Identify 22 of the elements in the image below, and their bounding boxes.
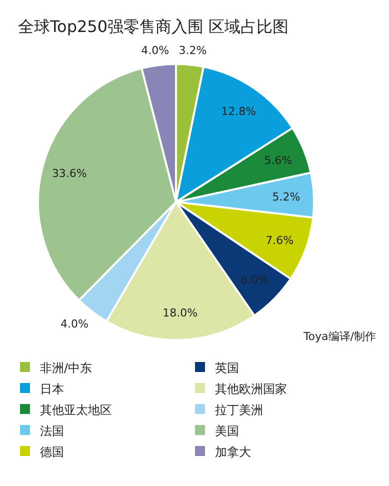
data-label: 33.6% bbox=[52, 167, 87, 180]
data-label: 18.0% bbox=[162, 306, 198, 320]
data-label: 4.0% bbox=[141, 44, 170, 58]
legend-label: 日本 bbox=[40, 382, 64, 396]
data-label: 7.6% bbox=[266, 234, 294, 248]
data-label: 12.8% bbox=[221, 105, 256, 118]
data-label: 5.2% bbox=[272, 190, 300, 204]
legend-label: 其他亚太地区 bbox=[40, 403, 112, 417]
legend-label: 非洲/中东 bbox=[40, 361, 92, 375]
chart-title: 全球Top250强零售商入围 区域占比图 bbox=[18, 17, 289, 36]
data-label: 4.0% bbox=[60, 317, 88, 330]
data-label: 5.6% bbox=[264, 154, 292, 168]
legend-label: 德国 bbox=[40, 445, 64, 459]
data-label: 6.0% bbox=[240, 274, 269, 287]
text: Toya编译/制作 bbox=[302, 330, 376, 343]
legend-label: 美国 bbox=[215, 424, 239, 438]
legend-label: 法国 bbox=[40, 424, 64, 438]
data-label: 3.2% bbox=[178, 44, 207, 57]
legend-label: 拉丁美洲 bbox=[215, 403, 263, 417]
legend-label: 英国 bbox=[215, 361, 239, 375]
legend-label: 加拿大 bbox=[215, 445, 251, 459]
legend-label: 其他欧洲国家 bbox=[215, 382, 287, 396]
